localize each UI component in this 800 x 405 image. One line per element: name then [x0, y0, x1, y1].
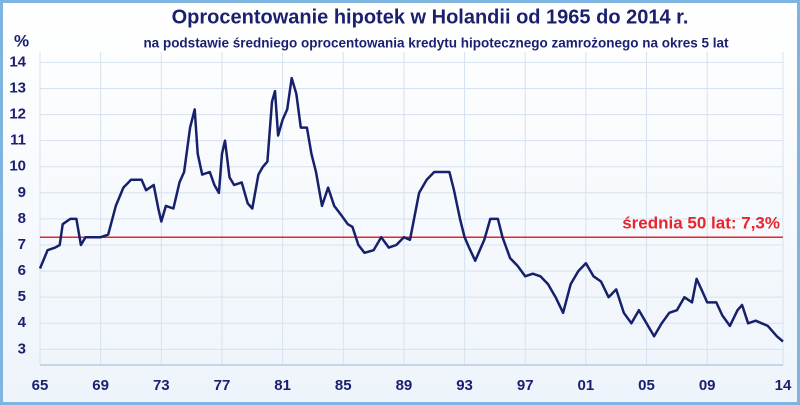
x-tick-label: 85: [335, 377, 352, 394]
x-tick-label: 69: [92, 377, 109, 394]
y-tick-label: 9: [18, 184, 26, 201]
y-tick-label: 4: [18, 314, 27, 331]
x-tick-label: 73: [153, 377, 170, 394]
x-tick-label: 14: [775, 377, 792, 394]
x-tick-label: 05: [638, 377, 655, 394]
x-tick-label: 97: [517, 377, 534, 394]
mean-annotation: średnia 50 lat: 7,3%: [622, 214, 780, 233]
x-tick-label: 77: [214, 377, 231, 394]
y-tick-label: 12: [9, 106, 26, 123]
y-tick-label: 10: [9, 158, 26, 175]
x-tick-label: 93: [456, 377, 473, 394]
y-tick-label: 3: [18, 340, 26, 357]
y-tick-label: 8: [18, 210, 26, 227]
data-line: [38, 76, 784, 343]
x-tick-label: 89: [396, 377, 413, 394]
x-tick-label: 81: [274, 377, 291, 394]
chart-subtitle: na podstawie średniego oprocentowania kr…: [143, 36, 729, 51]
y-tick-label: 13: [9, 79, 26, 96]
y-tick-label: 11: [10, 132, 26, 149]
x-tick-label: 65: [32, 377, 49, 394]
y-tick-label: 6: [18, 262, 26, 279]
chart-title: Oprocentowanie hipotek w Holandii od 196…: [172, 6, 689, 28]
x-tick-label: 01: [578, 377, 595, 394]
x-tick-label: 09: [699, 377, 716, 394]
y-axis-label: %: [14, 31, 29, 50]
y-tick-label: 5: [18, 288, 26, 305]
y-tick-label: 7: [18, 236, 26, 253]
y-tick-label: 14: [9, 53, 26, 70]
